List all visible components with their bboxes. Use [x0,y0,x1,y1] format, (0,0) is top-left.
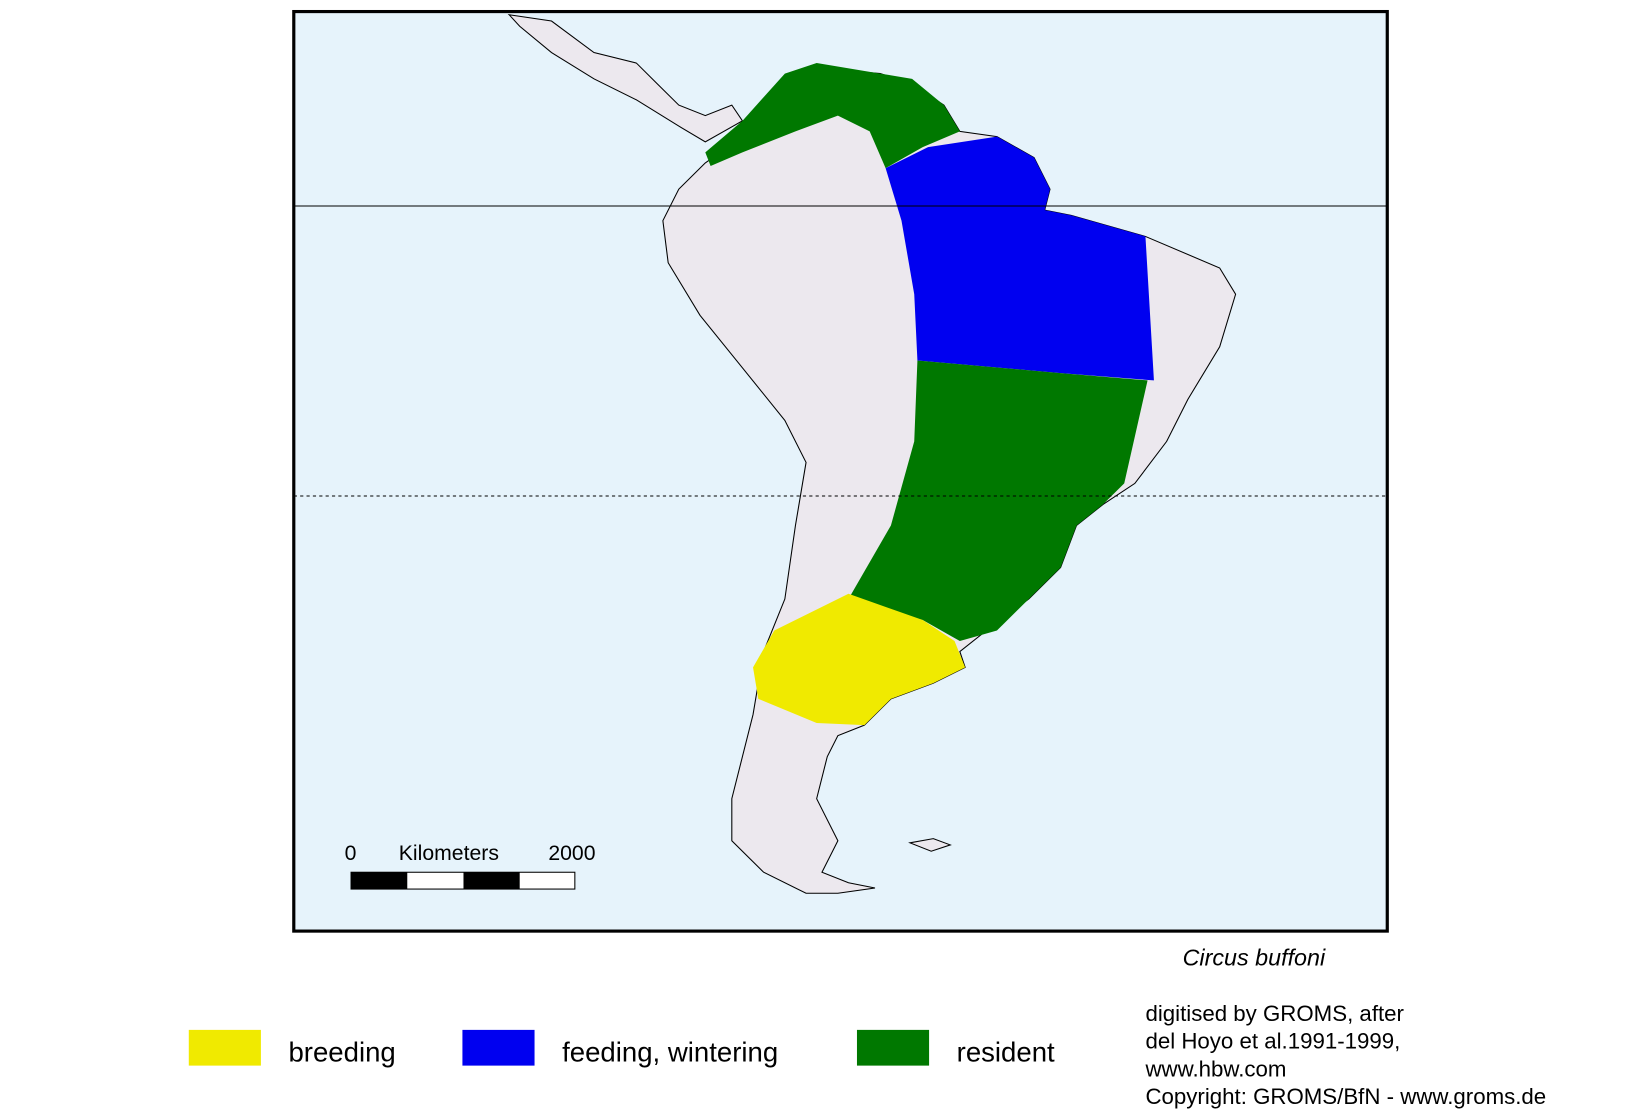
scale-unit: Kilometers [399,842,499,865]
central-america [507,13,744,143]
credit-line: digitised by GROMS, after [1145,1001,1404,1026]
credit-line: Copyright: GROMS/BfN - www.groms.de [1145,1084,1546,1109]
scale-bar-segment [463,872,520,890]
scale-end: 2000 [548,842,595,865]
legend-swatch [462,1029,535,1066]
legend-swatch [856,1029,930,1066]
range-breeding [753,593,966,726]
species-name: Circus buffoni [1183,945,1326,971]
legend-label: feeding, wintering [562,1036,778,1067]
range-resident-south [848,360,1148,642]
scale-bar-segment [351,872,408,890]
scale-start: 0 [345,842,357,865]
falklands [908,838,952,852]
range-resident-north [705,63,960,169]
legend: breeding feeding, wintering resident [188,1029,1055,1067]
credits: digitised by GROMS, after del Hoyo et al… [1144,1001,1546,1109]
legend-label: resident [957,1036,1055,1067]
credit-line: www.hbw.com [1144,1057,1286,1082]
scale-bar: 0 Kilometers 2000 [345,842,596,890]
range-feeding-wintering [885,136,1154,381]
credit-line: del Hoyo et al.1991-1999, [1145,1028,1400,1053]
legend-label: breeding [288,1036,395,1067]
legend-swatch [188,1029,261,1066]
map-frame [292,9,1389,933]
